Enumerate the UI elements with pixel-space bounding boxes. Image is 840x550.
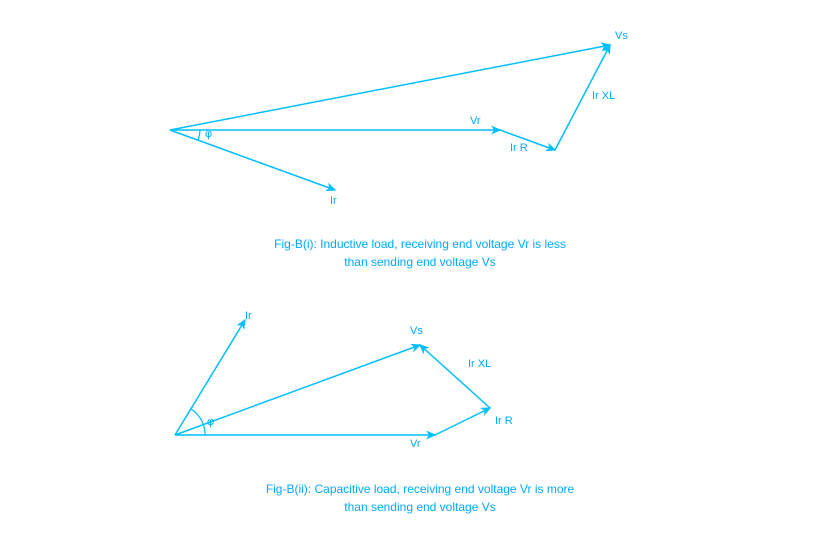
- fig1-irr-label: Ir R: [510, 142, 528, 154]
- fig1-ir-label: Ir: [330, 195, 337, 207]
- fig2-caption-line1: Fig-B(ii): Capacitive load, receiving en…: [266, 482, 574, 496]
- fig2-angle-label: φ: [207, 416, 214, 428]
- fig1-phasor: [170, 45, 610, 190]
- fig1-caption-line2: than sending end voltage Vs: [344, 255, 495, 269]
- fig2-caption-line2: than sending end voltage Vs: [344, 500, 495, 514]
- fig1-angle-label: φ: [205, 128, 212, 140]
- fig2-vs-label: Vs: [410, 325, 423, 337]
- fig2-ir-label: Ir: [245, 310, 252, 322]
- fig1-vr-label: Vr: [470, 115, 481, 127]
- fig1-vs-label: Vs: [615, 30, 628, 42]
- fig1-caption-line1: Fig-B(i): Inductive load, receiving end …: [274, 237, 566, 251]
- fig2-phasor: [175, 320, 490, 435]
- phasor-diagrams-svg: [0, 0, 840, 550]
- fig1-caption: Fig-B(i): Inductive load, receiving end …: [210, 235, 630, 271]
- fig1-irxl-label: Ir XL: [592, 90, 615, 102]
- fig2-irr-label: Ir R: [495, 415, 513, 427]
- fig2-vr-label: Vr: [410, 438, 421, 450]
- fig2-caption: Fig-B(ii): Capacitive load, receiving en…: [210, 480, 630, 516]
- fig2-irxl-label: Ir XL: [468, 358, 491, 370]
